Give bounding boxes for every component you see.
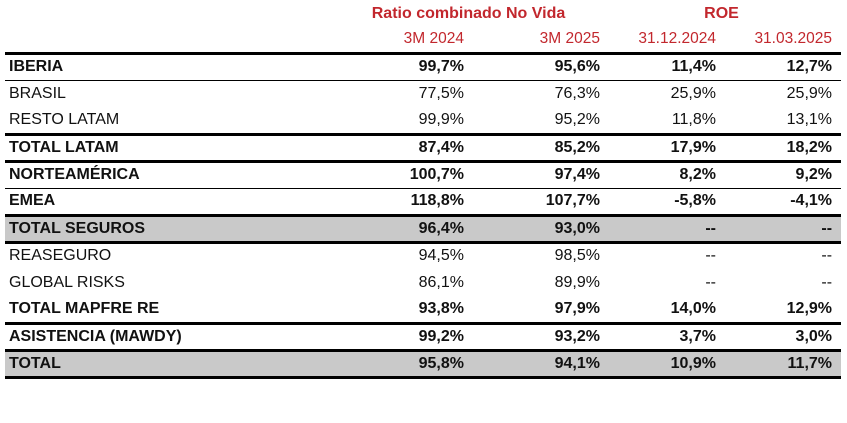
cell-value: 25,9% (786, 84, 833, 102)
cell-value: 100,7% (335, 161, 466, 189)
cell-value: 95,8% (335, 350, 466, 379)
row-label: TOTAL LATAM (5, 134, 335, 163)
row-label: ASISTENCIA (MAWDY) (5, 323, 335, 352)
table-row: NORTEAMÉRICA 100,7% 97,4% 8,2% 9,2% (5, 161, 842, 189)
cell-value: -- (718, 215, 842, 244)
cell-value: 94,1% (466, 350, 602, 379)
column-header-3m-2024: 3M 2024 (335, 27, 466, 55)
cell-value: 14,0% (602, 296, 718, 325)
cell-value: 3,7% (602, 323, 718, 352)
table-row: ASISTENCIA (MAWDY) 99,2% 93,2% 3,7% 3,0% (5, 323, 842, 352)
table-row: GLOBAL RISKS 86,1% 89,9% -- -- (5, 269, 841, 296)
cell-value: 97,9% (466, 296, 602, 325)
table-row: TOTAL LATAM 87,4% 85,2% 17,9% 18,2% (5, 134, 842, 163)
column-header-31-12-2024: 31.12.2024 (602, 27, 718, 55)
cell-value: 10,9% (602, 350, 718, 379)
cell-value: 12,7% (718, 53, 842, 81)
cell-value: 118,8% (335, 188, 466, 217)
row-label: BRASIL (9, 84, 66, 102)
table-row: IBERIA 99,7% 95,6% 11,4% 12,7% (5, 53, 842, 81)
table-row: TOTAL MAPFRE RE 93,8% 97,9% 14,0% 12,9% (5, 296, 842, 325)
cell-value: 11,4% (602, 53, 718, 81)
cell-value: 18,2% (718, 134, 842, 163)
cell-value: 17,9% (602, 134, 718, 163)
column-header-31-03-2025: 31.03.2025 (718, 27, 842, 55)
cell-value: 12,9% (718, 296, 842, 325)
header-group-spacer (5, 0, 335, 27)
cell-value: 93,0% (466, 215, 602, 244)
row-label: IBERIA (5, 53, 335, 81)
row-label: EMEA (5, 188, 335, 217)
table-row: TOTAL SEGUROS 96,4% 93,0% -- -- (5, 215, 842, 244)
column-header-row: 3M 2024 3M 2025 31.12.2024 31.03.2025 (5, 27, 842, 55)
cell-value: 98,5% (554, 247, 600, 265)
table-body: IBERIA 99,7% 95,6% 11,4% 12,7% BRASIL 77,5% 76,… (5, 53, 842, 379)
cell-value: -- (821, 247, 833, 265)
cell-value: 89,9% (554, 273, 600, 291)
row-label: TOTAL SEGUROS (5, 215, 335, 244)
cell-value: 86,1% (418, 273, 464, 291)
cell-value: 93,8% (335, 296, 466, 325)
table-row: BRASIL 77,5% 76,3% 25,9% 25,9% (5, 80, 841, 107)
header-group-roe: ROE (704, 4, 739, 22)
cell-value: -4,1% (718, 188, 842, 217)
cell-value: 13,1% (718, 107, 842, 136)
row-label: REASEGURO (9, 247, 112, 265)
cell-value: 85,2% (466, 134, 602, 163)
cell-value: 8,2% (602, 161, 718, 189)
cell-value: -5,8% (602, 188, 718, 217)
cell-value: 11,8% (602, 107, 718, 136)
header-group-row: Ratio combinado No Vida ROE (5, 0, 841, 27)
cell-value: 95,2% (466, 107, 602, 136)
cell-value: 96,4% (335, 215, 466, 244)
row-label: TOTAL MAPFRE RE (5, 296, 335, 325)
cell-value: 107,7% (466, 188, 602, 217)
cell-value: 99,7% (335, 53, 466, 81)
cell-value: 76,3% (554, 84, 600, 102)
cell-value: 25,9% (670, 84, 716, 102)
table-row: REASEGURO 94,5% 98,5% -- -- (5, 242, 841, 269)
row-label: RESTO LATAM (5, 107, 335, 136)
row-label: NORTEAMÉRICA (5, 161, 335, 189)
header-group-ratio-combinado: Ratio combinado No Vida (371, 4, 566, 22)
row-label: GLOBAL RISKS (9, 273, 125, 291)
cell-value: 77,5% (418, 84, 464, 102)
table-row: RESTO LATAM 99,9% 95,2% 11,8% 13,1% (5, 107, 842, 136)
cell-value: 9,2% (718, 161, 842, 189)
cell-value: -- (821, 273, 833, 291)
column-header-3m-2025: 3M 2025 (466, 27, 602, 55)
results-table: Ratio combinado No Vida ROE 3M 2024 3M 2… (5, 0, 842, 379)
cell-value: 94,5% (418, 247, 464, 265)
cell-value: 99,9% (335, 107, 466, 136)
cell-value: 3,0% (718, 323, 842, 352)
cell-value: -- (705, 273, 716, 291)
cell-value: 97,4% (466, 161, 602, 189)
column-header-spacer (5, 27, 335, 55)
table-row: TOTAL 95,8% 94,1% 10,9% 11,7% (5, 350, 842, 379)
cell-value: 93,2% (466, 323, 602, 352)
cell-value: 11,7% (718, 350, 842, 379)
table-header: Ratio combinado No Vida ROE 3M 2024 3M 2… (5, 0, 842, 55)
cell-value: 95,6% (466, 53, 602, 81)
cell-value: -- (602, 215, 718, 244)
cell-value: 87,4% (335, 134, 466, 163)
row-label: TOTAL (5, 350, 335, 379)
table-row: EMEA 118,8% 107,7% -5,8% -4,1% (5, 188, 842, 217)
cell-value: 99,2% (335, 323, 466, 352)
cell-value: -- (705, 247, 716, 265)
